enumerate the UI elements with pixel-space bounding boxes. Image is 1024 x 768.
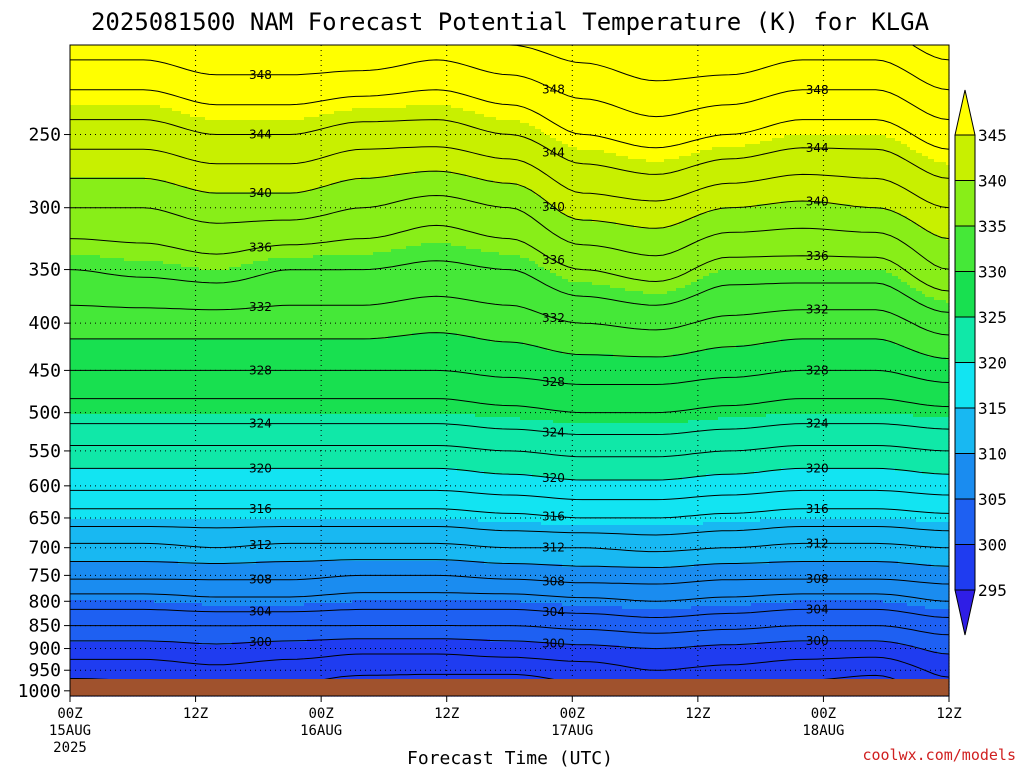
- chart-title: 2025081500 NAM Forecast Potential Temper…: [91, 8, 930, 36]
